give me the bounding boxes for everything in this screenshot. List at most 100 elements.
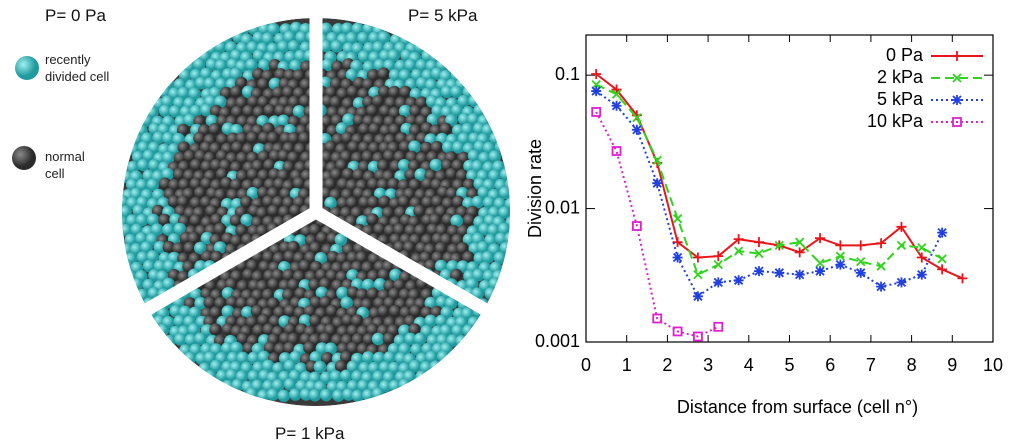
marker xyxy=(896,277,906,287)
normal-cell xyxy=(388,86,401,99)
marker xyxy=(591,86,601,96)
divided-cell xyxy=(320,389,333,402)
x-tick-label: 10 xyxy=(983,355,1003,375)
marker xyxy=(835,260,845,270)
marker xyxy=(632,125,642,135)
legend-label: 0 Pa xyxy=(886,45,924,65)
marker xyxy=(937,228,947,238)
divided-cell xyxy=(314,361,327,374)
legend-text: recently divided cell xyxy=(45,51,115,85)
normal-cell xyxy=(352,169,365,182)
legend-marker xyxy=(952,95,962,105)
marker xyxy=(856,268,866,278)
divided-cell xyxy=(309,389,322,402)
x-tick-label: 2 xyxy=(662,355,672,375)
divided-cell xyxy=(184,352,197,365)
divided-cell xyxy=(414,333,427,346)
marker xyxy=(856,240,866,250)
divided-cell xyxy=(482,251,495,264)
marker xyxy=(734,275,744,285)
normal-cell xyxy=(463,214,476,227)
divided-cell xyxy=(372,333,385,346)
legend-marker xyxy=(952,51,962,61)
marker xyxy=(938,255,946,263)
divided-cell xyxy=(289,388,302,401)
legend-label: 5 kPa xyxy=(877,89,924,109)
legend-icon xyxy=(12,146,36,170)
legend-label: 2 kPa xyxy=(877,67,924,87)
divided-cell xyxy=(131,278,144,291)
normal-cell xyxy=(246,131,259,144)
figure: P= 0 Pa P= 5 kPa P= 1 kPa recently divid… xyxy=(0,0,1018,443)
legend-icon xyxy=(15,56,39,80)
marker xyxy=(774,268,784,278)
marker xyxy=(714,323,722,331)
divided-cell xyxy=(468,95,481,108)
marker xyxy=(876,282,886,292)
normal-cell xyxy=(209,323,222,336)
normal-cell xyxy=(264,104,277,117)
marker xyxy=(714,261,722,269)
normal-cell xyxy=(378,196,391,209)
divided-cell xyxy=(163,335,176,348)
y-tick-label: 0.1 xyxy=(555,64,580,84)
divided-cell xyxy=(462,324,475,337)
marker xyxy=(754,237,764,247)
legend-label: 10 kPa xyxy=(867,111,924,131)
divided-cell xyxy=(362,351,375,364)
normal-cell xyxy=(377,67,390,80)
normal-cell xyxy=(367,196,380,209)
y-tick-label: 0.001 xyxy=(535,331,580,351)
x-tick-label: 6 xyxy=(825,355,835,375)
marker xyxy=(937,264,947,274)
series-line xyxy=(596,112,718,337)
divided-cell xyxy=(499,187,512,200)
divided-cell xyxy=(416,370,429,383)
marker xyxy=(693,291,703,301)
divided-cell xyxy=(455,335,468,348)
normal-cell xyxy=(368,123,381,136)
divided-cell xyxy=(267,388,280,401)
legend-text: normal cell xyxy=(45,148,90,182)
normal-cell xyxy=(389,305,402,318)
marker xyxy=(918,244,926,252)
normal-cell xyxy=(398,195,411,208)
x-tick-label: 5 xyxy=(784,355,794,375)
divided-cell xyxy=(194,332,207,345)
chart: 0123456789100.0010.010.1Distance from su… xyxy=(520,0,1018,443)
marker xyxy=(835,240,845,250)
x-tick-label: 4 xyxy=(744,355,754,375)
x-tick-label: 8 xyxy=(907,355,917,375)
marker xyxy=(917,270,927,280)
normal-cell xyxy=(267,278,280,291)
divided-cell xyxy=(500,168,513,181)
marker xyxy=(957,273,967,283)
normal-cell xyxy=(378,305,391,318)
marker xyxy=(754,266,764,276)
divided-cell xyxy=(204,370,217,383)
normal-cell xyxy=(399,86,412,99)
normal-cell xyxy=(293,177,306,190)
y-axis-label: Division rate xyxy=(525,139,545,238)
marker xyxy=(652,178,662,188)
marker xyxy=(713,277,723,287)
divided-cell xyxy=(340,370,353,383)
x-tick-label: 7 xyxy=(866,355,876,375)
plot-frame xyxy=(586,35,993,342)
x-tick-label: 1 xyxy=(622,355,632,375)
marker xyxy=(815,266,825,276)
divided-cell xyxy=(278,390,291,403)
panel-label: P= 5 kPa xyxy=(408,6,477,26)
divided-cell xyxy=(246,387,259,400)
divided-cell xyxy=(452,141,465,154)
marker xyxy=(795,270,805,280)
panel-label: P= 1 kPa xyxy=(275,424,344,443)
panel-label: P= 0 Pa xyxy=(45,6,106,26)
normal-cell xyxy=(190,159,203,172)
divided-cell xyxy=(137,159,150,172)
normal-cell xyxy=(209,123,222,136)
x-tick-label: 9 xyxy=(947,355,957,375)
divided-cell xyxy=(157,324,170,337)
normal-cell xyxy=(267,205,280,218)
x-axis-label: Distance from surface (cell n°) xyxy=(677,397,918,417)
